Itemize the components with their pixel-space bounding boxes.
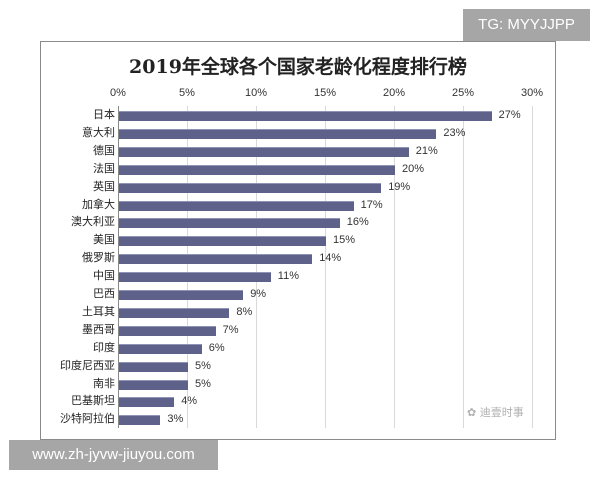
wechat-icon: ✿ [467, 406, 477, 419]
value-label: 16% [346, 216, 369, 229]
value-label: 5% [195, 359, 211, 372]
chart-title: 2019年全球各个国家老龄化程度排行榜 [129, 56, 467, 78]
bar-row: 印度 6% [41, 339, 555, 357]
bar-row: 意大利 23% [41, 124, 555, 142]
x-tick-label: 15% [313, 87, 337, 99]
bar [119, 307, 230, 318]
x-tick-label: 30% [520, 87, 544, 99]
value-label: 21% [415, 144, 438, 157]
bar [119, 236, 326, 247]
bar-row: 英国 19% [41, 178, 555, 196]
bar [119, 379, 188, 390]
watermark-top: TG: MYYJJPP [463, 9, 590, 41]
bar [119, 254, 313, 265]
value-label: 23% [443, 126, 466, 139]
value-label: 27% [498, 109, 521, 121]
category-label: 英国 [93, 179, 115, 193]
source-logo-text: 迪壹时事 [479, 406, 524, 419]
chart-frame: 2019年全球各个国家老龄化程度排行榜 0% 5% 10% 15% 20% 25% 30% … [40, 41, 556, 440]
bar [119, 200, 354, 211]
bar-row: 澳大利亚 16% [41, 213, 555, 231]
value-label: 7% [222, 323, 239, 336]
bar [119, 290, 244, 300]
bar-row: 巴西 9% [41, 285, 555, 303]
value-label: 8% [236, 305, 253, 318]
x-tick-label: 0% [110, 87, 126, 99]
y-axis-line [118, 106, 119, 428]
value-label: 11% [277, 270, 299, 283]
category-label: 澳大利亚 [71, 215, 115, 229]
value-label: 3% [167, 413, 184, 426]
value-label: 19% [388, 180, 411, 193]
value-label: 5% [195, 377, 211, 390]
value-label: 6% [208, 341, 225, 354]
bar [119, 272, 271, 283]
x-tick-label: 10% [244, 87, 268, 99]
bar-row: 南非 5% [41, 375, 555, 393]
bar-row: 巴基斯坦 4% [41, 392, 555, 410]
gridline [256, 106, 257, 428]
gridline [532, 106, 533, 428]
bar-row: 沙特阿拉伯 3% [41, 410, 555, 428]
category-label: 南非 [93, 376, 115, 390]
category-label: 法国 [93, 161, 115, 175]
x-tick-label: 5% [179, 87, 195, 99]
x-tick-label: 20% [382, 87, 406, 99]
bar-row: 俄罗斯 14% [41, 249, 555, 267]
category-label: 日本 [93, 108, 115, 121]
gridline [463, 106, 464, 428]
bar-row: 日本 27% [41, 106, 555, 124]
category-label: 巴基斯坦 [71, 394, 115, 408]
category-label: 印度尼西亚 [60, 358, 115, 372]
value-label: 15% [333, 234, 356, 247]
bar-row: 法国 20% [41, 160, 555, 178]
value-label: 9% [250, 288, 267, 300]
category-label: 印度 [93, 340, 115, 354]
value-label: 14% [319, 252, 342, 265]
x-tick-label: 25% [451, 87, 475, 99]
category-label: 加拿大 [82, 197, 115, 211]
category-label: 巴西 [93, 287, 115, 300]
bar-row: 美国 15% [41, 231, 555, 249]
bar-row: 中国 11% [41, 267, 555, 285]
bar [119, 397, 175, 408]
bar [119, 218, 340, 229]
category-label: 德国 [93, 143, 115, 157]
gridline [325, 106, 326, 428]
value-label: 20% [402, 162, 425, 175]
bar [119, 361, 188, 372]
bar [119, 343, 202, 354]
bar [119, 182, 382, 193]
gridline [394, 106, 395, 428]
category-label: 意大利 [82, 125, 115, 139]
category-label: 墨西哥 [82, 322, 115, 336]
category-label: 美国 [93, 233, 115, 247]
value-label: 17% [360, 198, 383, 211]
category-label: 中国 [93, 269, 115, 283]
bar [119, 111, 492, 121]
bar-row: 加拿大 17% [41, 196, 555, 214]
gridline [187, 106, 188, 428]
bar [119, 128, 437, 139]
value-label: 4% [181, 395, 198, 408]
category-label: 俄罗斯 [82, 251, 115, 265]
bar-row: 德国 21% [41, 142, 555, 160]
category-label: 土耳其 [82, 304, 115, 318]
bar [119, 164, 395, 175]
bar [119, 325, 216, 336]
bar [119, 415, 161, 426]
bar-row: 墨西哥 7% [41, 321, 555, 339]
watermark-bottom: www.zh-jyvw-jiuyou.com [9, 440, 218, 470]
category-label: 沙特阿拉伯 [60, 412, 115, 426]
bar [119, 146, 409, 157]
bar-row: 土耳其 8% [41, 303, 555, 321]
source-logo: ✿ 迪壹时事 [467, 404, 524, 420]
bar-row: 印度尼西亚 5% [41, 357, 555, 375]
